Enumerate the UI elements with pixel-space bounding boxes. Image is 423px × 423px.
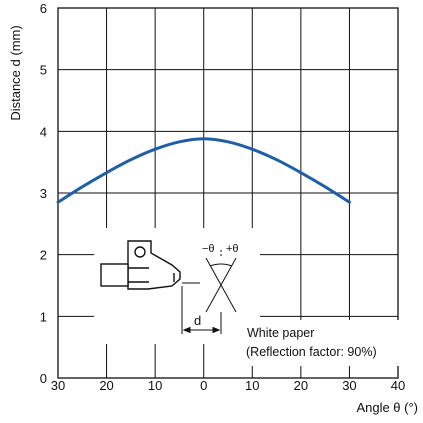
x-tick-label: 30 [342,378,356,393]
y-tick-label: 3 [40,186,47,201]
x-tick-label: 20 [99,378,113,393]
series-line [56,137,351,204]
x-tick-label: 0 [200,378,207,393]
y-tick-labels: 0 1 2 3 4 5 6 [40,1,47,386]
x-tick-label: 10 [245,378,259,393]
sensor-diagram [100,240,181,290]
y-tick-label: 6 [40,1,47,16]
annotation-line-2: (Reflection factor: 90%) [246,345,377,359]
distance-dimension [181,286,222,334]
y-axis-label: Distance d (mm) [8,25,23,120]
y-tick-label: 0 [40,371,47,386]
note-backdrop [244,320,410,366]
x-axis-label: Angle θ (°) [356,400,418,415]
d-label: d [194,313,201,328]
annotation-line-1: White paper [247,326,314,340]
y-tick-label: 5 [40,63,47,78]
x-tick-label: 40 [391,378,405,393]
y-tick-label: 4 [40,124,47,139]
plus-theta-label: +θ [226,243,239,255]
x-tick-labels: 30 20 10 0 10 20 30 40 [51,378,405,393]
sensor-hole-icon [134,246,146,258]
y-tick-label: 1 [40,309,47,324]
minus-theta-label: −θ [202,243,215,255]
x-tick-label: 20 [294,378,308,393]
x-tick-label: 10 [148,378,162,393]
y-tick-label: 2 [40,248,47,263]
sensor-connector [100,263,129,287]
beam-diagram [182,250,237,313]
x-tick-label: 30 [51,378,65,393]
plot-frame [57,7,399,379]
